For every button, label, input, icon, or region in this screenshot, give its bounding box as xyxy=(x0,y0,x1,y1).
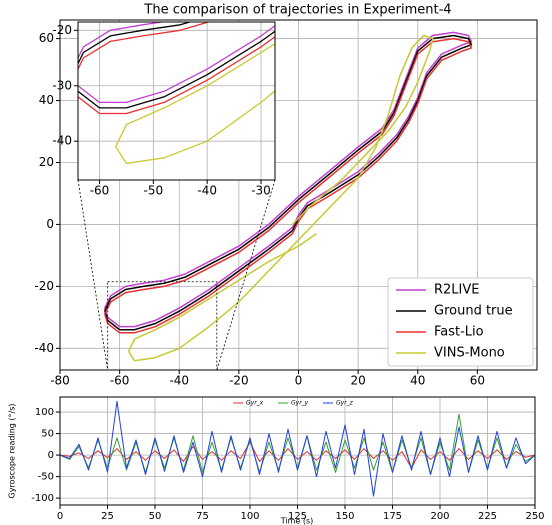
y-tick-label: -40 xyxy=(52,134,72,148)
x-tick-label: 40 xyxy=(410,374,425,388)
x-tick-label: -20 xyxy=(229,374,249,388)
x-tick-label: 75 xyxy=(196,511,209,522)
x-tick-label: -30 xyxy=(251,184,271,198)
series-line xyxy=(127,34,434,362)
x-tick-label: 200 xyxy=(430,511,449,522)
legend-box xyxy=(387,277,534,367)
x-tick-label: 150 xyxy=(335,511,354,522)
x-tick-label: -40 xyxy=(169,374,189,388)
x-tick-label: 125 xyxy=(288,511,307,522)
x-tick-label: 50 xyxy=(149,511,162,522)
x-tick-label: 25 xyxy=(101,511,114,522)
x-axis-label: Time (s) xyxy=(280,517,314,525)
y-tick-label: -50 xyxy=(38,472,54,483)
legend-label: Gyr_y xyxy=(291,400,309,407)
series-line xyxy=(103,34,473,331)
inset-frame xyxy=(77,21,276,181)
x-tick-label: 60 xyxy=(470,374,485,388)
y-tick-label: -40 xyxy=(34,341,54,355)
series-line xyxy=(60,400,535,497)
x-tick-label: -60 xyxy=(110,374,130,388)
x-tick-label: 175 xyxy=(383,511,402,522)
x-tick-label: 0 xyxy=(57,511,63,522)
y-tick-label: -20 xyxy=(34,279,54,293)
x-tick-label: -40 xyxy=(197,184,217,198)
y-tick-label: 0 xyxy=(48,450,54,461)
series-line xyxy=(115,43,275,165)
series-line xyxy=(60,441,535,469)
y-tick-label: 0 xyxy=(46,217,54,231)
plot-frame xyxy=(59,396,536,506)
series-line xyxy=(103,37,473,334)
y-tick-label: -100 xyxy=(31,493,54,504)
y-tick-label: 60 xyxy=(39,31,54,45)
series-group xyxy=(60,400,535,497)
series-line xyxy=(103,31,473,328)
legend-label: VINS-Mono xyxy=(434,346,505,361)
chart-title: The comparison of trajectories in Experi… xyxy=(143,3,451,18)
zoom-connector xyxy=(216,179,276,371)
legend-label: Gyr_x xyxy=(246,400,264,407)
legend-label: Ground true xyxy=(434,304,513,319)
y-tick-label: 50 xyxy=(41,429,54,440)
legend-label: Fast-Lio xyxy=(434,325,484,340)
y-tick-label: 40 xyxy=(39,93,54,107)
x-tick-label: -80 xyxy=(50,374,70,388)
zoom-box xyxy=(107,281,218,371)
x-tick-label: 20 xyxy=(350,374,365,388)
series-group xyxy=(78,22,275,165)
y-tick-label: 20 xyxy=(39,155,54,169)
zoom-connector xyxy=(77,179,109,371)
x-tick-label: 250 xyxy=(525,511,544,522)
series-group xyxy=(103,31,473,362)
x-tick-label: -50 xyxy=(144,184,164,198)
x-tick-label: 225 xyxy=(478,511,497,522)
x-tick-label: -60 xyxy=(90,184,110,198)
plot-frame xyxy=(59,19,538,371)
x-tick-label: 0 xyxy=(295,374,303,388)
x-tick-label: 100 xyxy=(240,511,259,522)
y-tick-label: -30 xyxy=(52,78,72,92)
y-tick-label: -20 xyxy=(52,23,72,37)
y-axis-label: Gyroscope reading (°/s) xyxy=(8,404,17,499)
y-tick-label: 100 xyxy=(35,407,54,418)
legend-label: Gyr_z xyxy=(336,400,354,407)
legend-label: R2LIVE xyxy=(434,283,480,298)
